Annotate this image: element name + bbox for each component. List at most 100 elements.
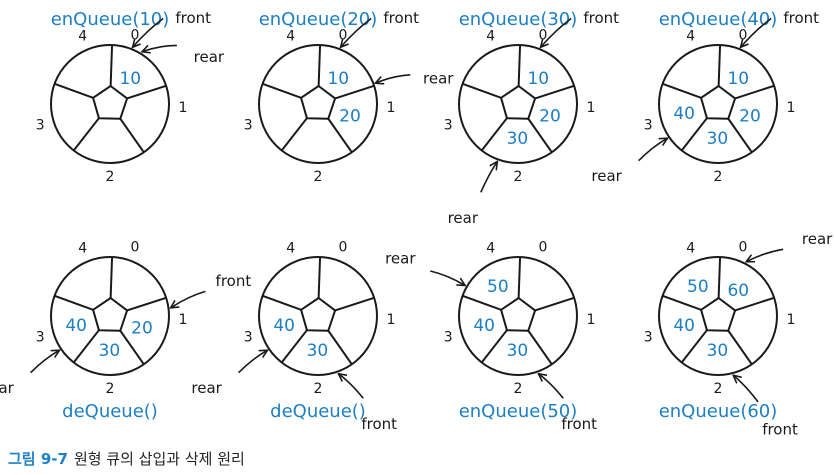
slot-index-label: 2 xyxy=(514,381,523,397)
queue-value: 20 xyxy=(739,107,761,127)
queue-outer-ring xyxy=(258,44,378,164)
slot-index-label: 4 xyxy=(78,28,87,44)
queue-panel: deQueue() 0 1 2 3 4 30 40 front rear xyxy=(191,239,397,432)
rear-pointer-arrow xyxy=(480,162,497,193)
queue-outer-ring xyxy=(50,256,170,376)
slot-divider xyxy=(527,330,553,365)
panel-title: enQueue(30) xyxy=(459,9,578,30)
slot-index-label: 3 xyxy=(444,329,453,345)
rear-pointer-arrow xyxy=(143,44,177,51)
panel-title: deQueue() xyxy=(62,401,158,422)
panel-title: deQueue() xyxy=(270,401,366,422)
slot-index-label: 4 xyxy=(686,240,695,256)
slot-index-label: 0 xyxy=(131,239,140,255)
slot-divider xyxy=(317,257,322,299)
slot-index-label: 4 xyxy=(78,240,87,256)
slot-index-label: 3 xyxy=(36,329,45,345)
slot-index-label: 0 xyxy=(739,27,748,43)
queue-value: 30 xyxy=(707,341,729,361)
front-pointer-arrow xyxy=(741,17,772,47)
queue-value: 20 xyxy=(339,107,361,127)
slot-divider xyxy=(317,45,322,87)
queue-inner-ring xyxy=(700,85,737,120)
slot-index-label: 4 xyxy=(686,28,695,44)
front-pointer-arrow xyxy=(541,17,572,47)
queue-panel: enQueue(40)0 1 2 3 4 10 20 30 40 front rear xyxy=(591,9,819,185)
circular-queue-diagram: enQueue(10)0123410frontrearenQueue(20)01… xyxy=(0,9,833,438)
queue-panel: deQueue() 0 1 2 3 4 20 30 40 front rear xyxy=(0,239,251,422)
queue-panel: enQueue(50) 0 1 2 3 4 30 40 50 front rear xyxy=(385,239,597,432)
slot-divider xyxy=(534,84,575,100)
slot-index-label: 1 xyxy=(386,312,395,328)
slot-divider xyxy=(734,84,775,100)
front-pointer-arrow xyxy=(734,376,759,403)
front-pointer-label: front xyxy=(762,420,798,438)
front-pointer-label: front xyxy=(783,9,819,27)
slot-index-label: 0 xyxy=(339,239,348,255)
slot-index-label: 0 xyxy=(539,27,548,43)
slot-index-label: 1 xyxy=(178,100,187,116)
slot-divider xyxy=(334,296,375,312)
queue-value: 20 xyxy=(539,107,561,127)
queue-inner-ring xyxy=(92,297,129,332)
front-pointer-label: front xyxy=(561,415,597,433)
queue-value: 50 xyxy=(687,277,709,297)
queue-inner-ring xyxy=(300,297,337,332)
queue-value: 30 xyxy=(99,341,121,361)
queue-panel: enQueue(30)0 1 2 3 4 10 20 30 front rear xyxy=(444,9,619,227)
queue-value: 50 xyxy=(487,277,509,297)
slot-divider xyxy=(54,82,94,99)
queue-value: 40 xyxy=(673,104,695,124)
queue-outer-ring xyxy=(658,256,778,376)
front-pointer-label: front xyxy=(361,415,397,433)
slot-index-label: 1 xyxy=(586,312,595,328)
slot-index-label: 0 xyxy=(131,27,140,43)
slot-divider xyxy=(727,330,753,365)
slot-divider xyxy=(462,82,502,99)
slot-divider xyxy=(480,117,508,152)
queue-value: 40 xyxy=(273,316,295,336)
front-pointer-arrow xyxy=(339,374,364,399)
slot-divider xyxy=(734,296,775,312)
slot-divider xyxy=(480,329,508,364)
rear-pointer-label: rear xyxy=(0,379,15,397)
slot-divider xyxy=(517,45,522,87)
slot-index-label: 3 xyxy=(244,117,253,133)
slot-divider xyxy=(727,118,753,153)
slot-divider xyxy=(280,329,308,364)
queue-value: 40 xyxy=(473,316,495,336)
front-pointer-arrow xyxy=(133,17,164,47)
figure-number: 그림 9-7 xyxy=(8,450,68,468)
panel-title: enQueue(50) xyxy=(459,401,578,422)
rear-pointer-arrow xyxy=(30,351,59,374)
queue-outer-ring xyxy=(658,44,778,164)
slot-divider xyxy=(662,82,702,99)
slot-index-label: 4 xyxy=(286,28,295,44)
queue-value: 10 xyxy=(327,69,349,89)
front-pointer-label: front xyxy=(583,9,619,27)
rear-pointer-label: rear xyxy=(423,69,454,87)
rear-pointer-label: rear xyxy=(591,167,622,185)
panel-title: enQueue(40) xyxy=(659,9,778,30)
slot-divider xyxy=(534,296,575,312)
slot-index-label: 0 xyxy=(339,27,348,43)
rear-pointer-label: rear xyxy=(448,209,479,227)
slot-divider xyxy=(717,45,722,87)
queue-value: 30 xyxy=(507,129,529,149)
slot-index-label: 0 xyxy=(539,239,548,255)
front-pointer-arrow xyxy=(341,17,372,47)
slot-divider xyxy=(662,294,702,311)
queue-panel: enQueue(10)0 1 2 3 4 10 front rear xyxy=(36,9,225,185)
queue-value: 20 xyxy=(131,319,153,339)
slot-index-label: 3 xyxy=(36,117,45,133)
front-pointer-label: front xyxy=(216,272,252,290)
slot-divider xyxy=(54,294,94,311)
queue-outer-ring xyxy=(258,256,378,376)
queue-value: 30 xyxy=(307,341,329,361)
slot-index-label: 1 xyxy=(178,312,187,328)
slot-index-label: 4 xyxy=(486,240,495,256)
figure-caption: 그림 9-7 원형 큐의 삽입과 삭제 원리 xyxy=(8,448,245,469)
rear-pointer-label: rear xyxy=(194,48,225,66)
queue-outer-ring xyxy=(458,44,578,164)
slot-divider xyxy=(119,118,145,153)
